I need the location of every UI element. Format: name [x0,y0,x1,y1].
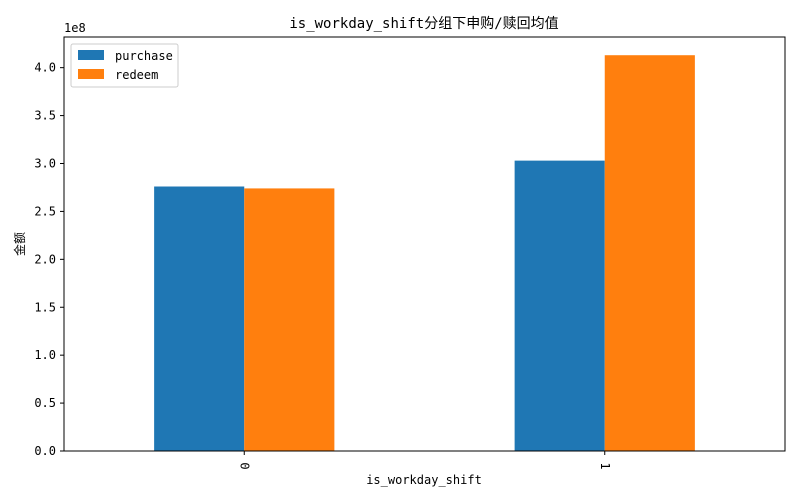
y-tick-label: 0.5 [34,396,56,410]
x-axis-label: is_workday_shift [366,473,482,487]
bar-purchase-1 [514,160,605,451]
y-tick-label: 4.0 [34,61,56,75]
y-axis-label: 金额 [12,232,27,256]
legend-swatch-redeem [78,69,104,79]
y-tick-label: 3.5 [34,109,56,123]
chart-title: is_workday_shift分组下申购/赎回均值 [289,15,558,32]
x-tick-label: 1 [598,462,612,469]
legend-label-redeem: redeem [115,68,158,82]
legend-label-purchase: purchase [115,49,173,63]
y-tick-label: 1.0 [34,348,56,362]
bar-redeem-0 [244,188,335,451]
bar-redeem-1 [604,55,695,451]
legend: purchase redeem [70,43,179,88]
y-tick-label: 1.5 [34,300,56,314]
bars-group [154,55,695,451]
x-tick-label: 0 [237,462,251,469]
y-tick-label: 0.0 [34,444,56,458]
y-tick-label: 2.0 [34,252,56,266]
bar-purchase-0 [154,186,245,451]
y-scale-label: 1e8 [64,21,86,35]
legend-swatch-purchase [78,50,104,60]
y-tick-label: 2.5 [34,204,56,218]
y-axis-ticks: 0.0 0.5 1.0 1.5 2.0 2.5 3.0 3.5 4.0 [34,61,64,458]
plot-area-frame [63,36,786,452]
y-tick-label: 3.0 [34,157,56,171]
